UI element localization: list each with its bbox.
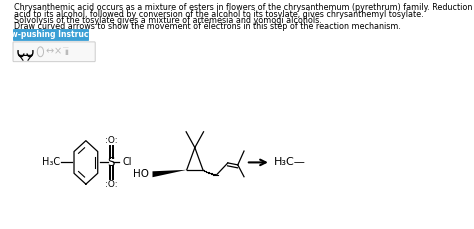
Text: Chrysanthemic acid occurs as a mixture of esters in flowers of the chrysanthemum: Chrysanthemic acid occurs as a mixture o… (14, 3, 474, 12)
Text: ―: ― (63, 45, 69, 50)
Text: ×: × (54, 47, 62, 57)
Text: H₃C—: H₃C— (274, 157, 306, 167)
Text: Arrow-pushing Instructions: Arrow-pushing Instructions (0, 30, 110, 39)
Text: :O:: :O: (105, 180, 118, 189)
Text: ↔: ↔ (46, 47, 54, 57)
FancyBboxPatch shape (13, 42, 95, 62)
Text: ··: ·· (142, 167, 146, 173)
Text: S: S (107, 156, 114, 169)
Text: Solvolysis of the tosylate gives a mixture of artemesia and yomogi alcohols.: Solvolysis of the tosylate gives a mixtu… (14, 16, 321, 25)
FancyBboxPatch shape (13, 29, 89, 41)
Text: Cl: Cl (123, 157, 132, 167)
Text: ▮: ▮ (64, 49, 68, 55)
Text: HO: HO (133, 169, 149, 179)
Text: acid to its alcohol, followed by conversion of the alcohol to its tosylate, give: acid to its alcohol, followed by convers… (14, 10, 423, 19)
Text: H₃C: H₃C (42, 157, 60, 167)
Polygon shape (153, 170, 187, 177)
Text: Draw curved arrows to show the movement of electrons in this step of the reactio: Draw curved arrows to show the movement … (14, 22, 401, 31)
Text: :O:: :O: (105, 136, 118, 145)
